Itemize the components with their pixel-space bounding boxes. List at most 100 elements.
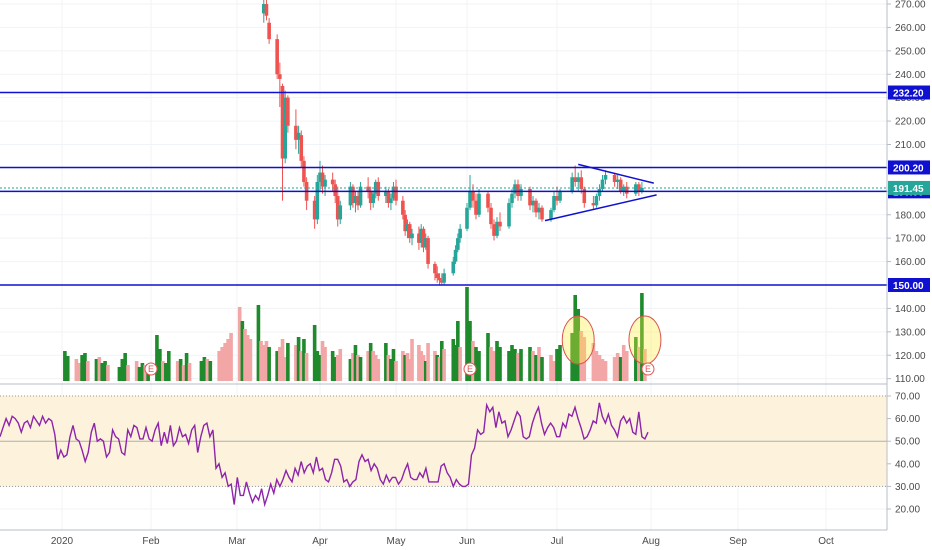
candle-body: [549, 210, 553, 219]
volume-bar: [338, 349, 342, 381]
volume-bar: [410, 339, 414, 381]
volume-bar: [86, 361, 90, 381]
y-tick-label: 220.00: [895, 117, 926, 128]
volume-bar: [167, 351, 171, 381]
volume-bar: [458, 347, 462, 381]
y-tick-label: 140.00: [895, 304, 926, 315]
candle-body: [540, 208, 544, 220]
volume-bar: [394, 361, 398, 381]
candle-body: [454, 250, 458, 262]
price-level-badge-label: 150.00: [893, 281, 924, 292]
candle-body: [579, 177, 583, 189]
y-tick-label: 250.00: [895, 46, 926, 57]
candle-body: [451, 262, 455, 274]
candle-body: [465, 208, 469, 229]
x-tick-label: Sep: [729, 536, 747, 547]
x-tick-label: Oct: [818, 536, 834, 547]
candle-body: [371, 194, 375, 203]
volume-highlight-circle[interactable]: [629, 316, 661, 364]
candle-body: [359, 187, 363, 206]
candle-body: [410, 233, 414, 238]
rsi-tick-label: 40.00: [895, 459, 920, 470]
candle-body: [489, 208, 493, 224]
x-tick-label: Feb: [142, 536, 160, 547]
candle-body: [299, 135, 303, 161]
volume-bar: [558, 345, 562, 381]
earnings-marker-label: E: [645, 364, 651, 374]
candle-body: [510, 194, 514, 203]
x-tick-label: May: [387, 536, 406, 547]
candle-body: [433, 264, 437, 273]
y-tick-label: 180.00: [895, 210, 926, 221]
volume-bar: [540, 357, 544, 381]
volume-bar: [286, 343, 290, 381]
candle-body: [477, 194, 481, 215]
candle-body: [331, 180, 335, 185]
earnings-marker-label: E: [148, 364, 154, 374]
x-tick-label: 2020: [51, 536, 74, 547]
candle-body: [302, 161, 306, 182]
candle-body: [401, 201, 405, 215]
candle-body: [389, 198, 393, 203]
candle-body: [456, 238, 460, 250]
volume-bar: [604, 361, 608, 381]
candle-body: [435, 273, 439, 278]
price-level-badge-label: 200.20: [893, 163, 924, 174]
candle-body: [267, 23, 271, 39]
volume-bar: [498, 347, 502, 381]
y-tick-label: 240.00: [895, 70, 926, 81]
candle-body: [338, 205, 342, 219]
last-price-badge-label: 191.45: [893, 184, 924, 195]
x-tick-label: Apr: [312, 536, 328, 547]
y-tick-label: 130.00: [895, 327, 926, 338]
candle-body: [323, 180, 327, 187]
rsi-tick-label: 50.00: [895, 437, 920, 448]
volume-bar: [229, 333, 233, 381]
volume-bar: [376, 359, 380, 381]
volume-bar: [106, 365, 110, 381]
rsi-indicator: [0, 396, 887, 505]
volume-highlight-circle[interactable]: [562, 316, 594, 364]
volume-bar: [323, 347, 327, 381]
volume-bar: [519, 349, 523, 381]
candle-body: [265, 4, 269, 16]
y-tick-label: 260.00: [895, 23, 926, 34]
candle-body: [595, 196, 599, 205]
volume-bar: [126, 365, 130, 381]
candle-body: [604, 175, 608, 180]
volume-bar: [209, 361, 213, 381]
y-tick-label: 270.00: [895, 0, 926, 11]
y-tick-label: 170.00: [895, 234, 926, 245]
rsi-tick-label: 30.00: [895, 482, 920, 493]
price-level-badge-label: 232.20: [893, 89, 924, 100]
candle-body: [598, 189, 602, 196]
candle-body: [275, 39, 279, 74]
candle-body: [471, 191, 475, 200]
candle-body: [333, 184, 337, 196]
volume-bar: [188, 363, 192, 381]
volume-bar: [267, 347, 271, 381]
candle-body: [442, 273, 446, 282]
y-tick-label: 160.00: [895, 257, 926, 268]
candle-body: [286, 98, 290, 126]
candle-body: [278, 74, 282, 79]
candle-body: [486, 194, 490, 208]
candle-body: [376, 182, 380, 196]
candle-body: [519, 189, 523, 196]
candle-body: [438, 278, 442, 280]
volume-bar: [442, 349, 446, 381]
volume-bar: [249, 339, 253, 381]
x-tick-label: Jul: [551, 536, 564, 547]
rsi-tick-label: 70.00: [895, 392, 920, 403]
candle-body: [458, 229, 462, 238]
y-tick-label: 110.00: [895, 374, 925, 385]
y-tick-label: 210.00: [895, 140, 926, 151]
earnings-marker-label: E: [467, 364, 473, 374]
rsi-tick-label: 60.00: [895, 414, 920, 425]
x-tick-label: Aug: [642, 536, 660, 547]
candle-body: [394, 187, 398, 201]
volume-bar: [66, 356, 70, 381]
candle-body: [426, 238, 430, 264]
y-tick-label: 120.00: [895, 351, 926, 362]
